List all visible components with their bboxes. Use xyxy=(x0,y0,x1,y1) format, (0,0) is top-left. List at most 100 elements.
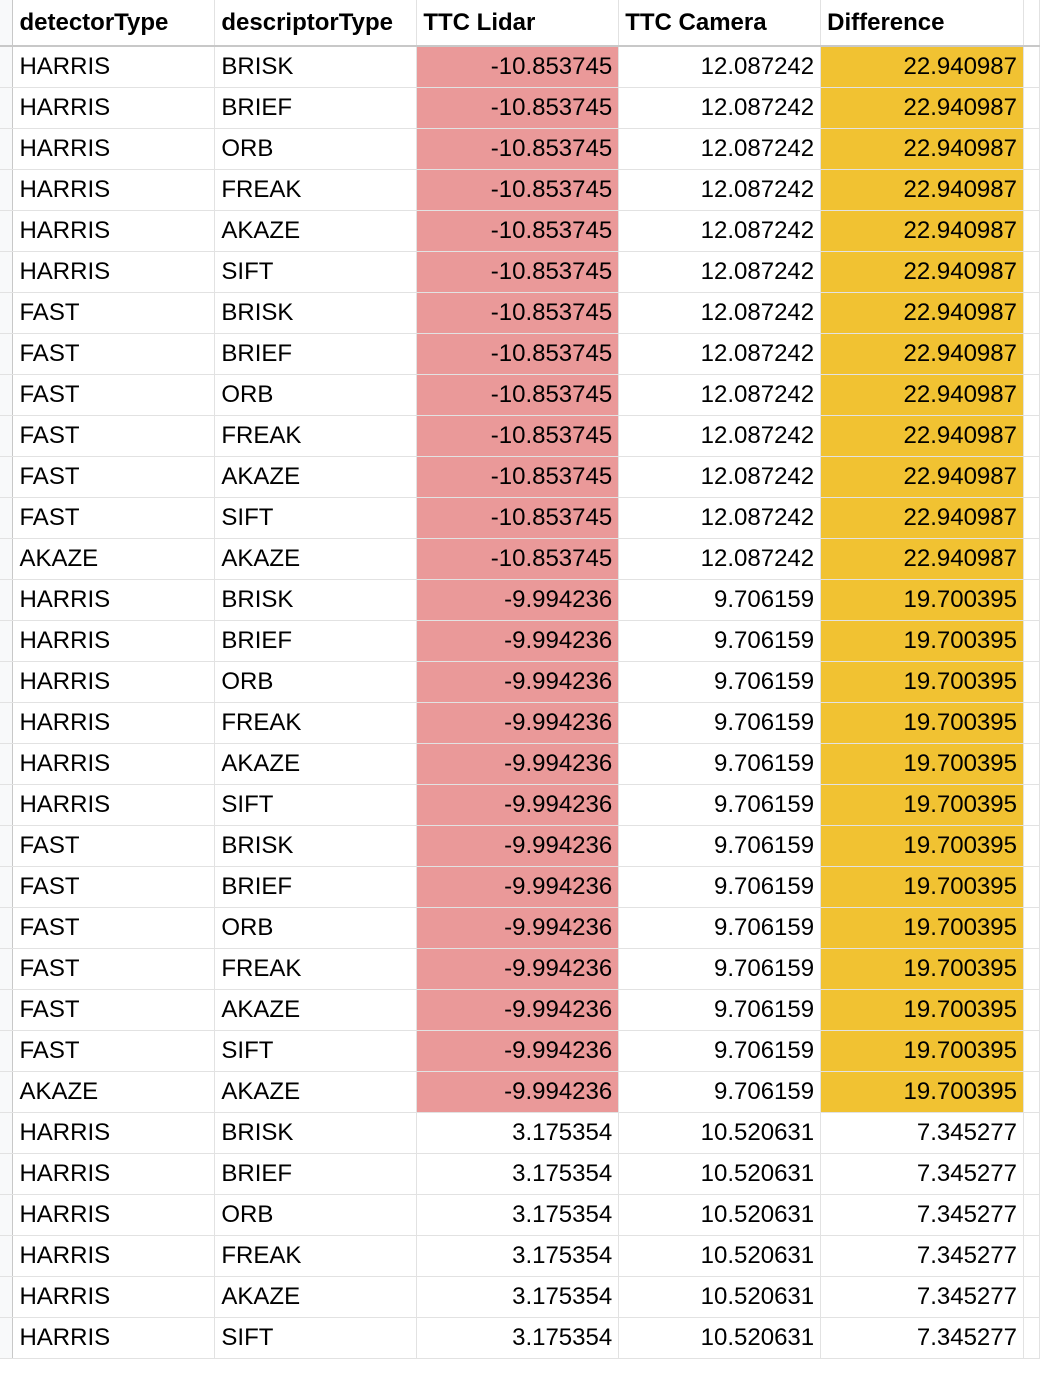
cell-ttc-camera[interactable]: 12.087242 xyxy=(618,456,822,498)
cell-difference[interactable]: 19.700395 xyxy=(820,1030,1024,1072)
cell-ttc-lidar[interactable]: -9.994236 xyxy=(416,579,620,621)
row-header-stub[interactable] xyxy=(0,866,14,908)
column-header-ttc-lidar[interactable]: TTC Lidar xyxy=(416,0,620,47)
cell-detector-type[interactable]: FAST xyxy=(12,1030,216,1072)
cell-ttc-lidar[interactable]: 3.175354 xyxy=(416,1194,620,1236)
row-header-stub[interactable] xyxy=(0,374,14,416)
empty-cell[interactable] xyxy=(1023,825,1040,867)
row-header-stub[interactable] xyxy=(0,87,14,129)
cell-ttc-lidar[interactable]: -9.994236 xyxy=(416,784,620,826)
cell-difference[interactable]: 19.700395 xyxy=(820,784,1024,826)
row-header-stub[interactable] xyxy=(0,989,14,1031)
cell-descriptor-type[interactable]: ORB xyxy=(214,661,418,703)
cell-descriptor-type[interactable]: ORB xyxy=(214,128,418,170)
cell-ttc-lidar[interactable]: -10.853745 xyxy=(416,169,620,211)
cell-detector-type[interactable]: FAST xyxy=(12,333,216,375)
row-header-stub[interactable] xyxy=(0,456,14,498)
cell-ttc-lidar[interactable]: 3.175354 xyxy=(416,1235,620,1277)
row-header-stub[interactable] xyxy=(0,169,14,211)
empty-cell[interactable] xyxy=(1023,1194,1040,1236)
row-header-stub[interactable] xyxy=(0,825,14,867)
cell-detector-type[interactable]: HARRIS xyxy=(12,1153,216,1195)
row-header-stub[interactable] xyxy=(0,907,14,949)
cell-difference[interactable]: 7.345277 xyxy=(820,1153,1024,1195)
cell-detector-type[interactable]: FAST xyxy=(12,456,216,498)
cell-detector-type[interactable]: FAST xyxy=(12,374,216,416)
empty-cell[interactable] xyxy=(1023,1153,1040,1195)
row-header-stub[interactable] xyxy=(0,1276,14,1318)
cell-difference[interactable]: 7.345277 xyxy=(820,1112,1024,1154)
cell-difference[interactable]: 19.700395 xyxy=(820,579,1024,621)
row-header-stub[interactable] xyxy=(0,1194,14,1236)
row-header-stub[interactable] xyxy=(0,0,14,47)
cell-ttc-camera[interactable]: 12.087242 xyxy=(618,46,822,88)
cell-ttc-camera[interactable]: 10.520631 xyxy=(618,1317,822,1359)
empty-cell[interactable] xyxy=(1023,169,1040,211)
cell-descriptor-type[interactable]: ORB xyxy=(214,374,418,416)
cell-descriptor-type[interactable]: AKAZE xyxy=(214,456,418,498)
cell-difference[interactable]: 7.345277 xyxy=(820,1235,1024,1277)
cell-ttc-lidar[interactable]: -9.994236 xyxy=(416,1071,620,1113)
cell-difference[interactable]: 19.700395 xyxy=(820,661,1024,703)
cell-ttc-camera[interactable]: 9.706159 xyxy=(618,1030,822,1072)
empty-cell[interactable] xyxy=(1023,251,1040,293)
cell-difference[interactable]: 19.700395 xyxy=(820,866,1024,908)
cell-detector-type[interactable]: HARRIS xyxy=(12,702,216,744)
row-header-stub[interactable] xyxy=(0,1317,14,1359)
cell-ttc-camera[interactable]: 12.087242 xyxy=(618,333,822,375)
cell-detector-type[interactable]: FAST xyxy=(12,907,216,949)
cell-ttc-lidar[interactable]: -9.994236 xyxy=(416,620,620,662)
cell-ttc-camera[interactable]: 9.706159 xyxy=(618,866,822,908)
cell-descriptor-type[interactable]: AKAZE xyxy=(214,989,418,1031)
cell-ttc-camera[interactable]: 9.706159 xyxy=(618,989,822,1031)
cell-detector-type[interactable]: HARRIS xyxy=(12,579,216,621)
empty-cell[interactable] xyxy=(1023,948,1040,990)
empty-cell[interactable] xyxy=(1023,292,1040,334)
cell-descriptor-type[interactable]: FREAK xyxy=(214,948,418,990)
cell-descriptor-type[interactable]: FREAK xyxy=(214,702,418,744)
row-header-stub[interactable] xyxy=(0,784,14,826)
cell-ttc-lidar[interactable]: -10.853745 xyxy=(416,374,620,416)
cell-difference[interactable]: 22.940987 xyxy=(820,456,1024,498)
cell-ttc-camera[interactable]: 9.706159 xyxy=(618,1071,822,1113)
row-header-stub[interactable] xyxy=(0,497,14,539)
empty-cell[interactable] xyxy=(1023,374,1040,416)
empty-cell[interactable] xyxy=(1023,128,1040,170)
column-header-ttc-camera[interactable]: TTC Camera xyxy=(618,0,822,47)
cell-descriptor-type[interactable]: BRIEF xyxy=(214,1153,418,1195)
cell-ttc-lidar[interactable]: -9.994236 xyxy=(416,866,620,908)
cell-detector-type[interactable]: HARRIS xyxy=(12,661,216,703)
cell-detector-type[interactable]: HARRIS xyxy=(12,46,216,88)
cell-detector-type[interactable]: HARRIS xyxy=(12,620,216,662)
empty-cell[interactable] xyxy=(1023,661,1040,703)
cell-ttc-camera[interactable]: 10.520631 xyxy=(618,1112,822,1154)
cell-ttc-lidar[interactable]: -9.994236 xyxy=(416,1030,620,1072)
empty-cell[interactable] xyxy=(1023,579,1040,621)
row-header-stub[interactable] xyxy=(0,415,14,457)
cell-difference[interactable]: 19.700395 xyxy=(820,907,1024,949)
cell-descriptor-type[interactable]: FREAK xyxy=(214,1235,418,1277)
empty-cell[interactable] xyxy=(1023,497,1040,539)
cell-ttc-camera[interactable]: 12.087242 xyxy=(618,292,822,334)
empty-cell[interactable] xyxy=(1023,784,1040,826)
empty-cell[interactable] xyxy=(1023,87,1040,129)
column-header-detector[interactable]: detectorType xyxy=(12,0,216,47)
cell-detector-type[interactable]: HARRIS xyxy=(12,251,216,293)
cell-detector-type[interactable]: HARRIS xyxy=(12,210,216,252)
empty-cell[interactable] xyxy=(1023,866,1040,908)
cell-descriptor-type[interactable]: BRIEF xyxy=(214,333,418,375)
cell-ttc-camera[interactable]: 9.706159 xyxy=(618,825,822,867)
cell-ttc-camera[interactable]: 12.087242 xyxy=(618,210,822,252)
cell-descriptor-type[interactable]: SIFT xyxy=(214,497,418,539)
cell-ttc-camera[interactable]: 9.706159 xyxy=(618,948,822,990)
cell-difference[interactable]: 19.700395 xyxy=(820,989,1024,1031)
cell-descriptor-type[interactable]: AKAZE xyxy=(214,743,418,785)
empty-cell[interactable] xyxy=(1023,1030,1040,1072)
empty-cell[interactable] xyxy=(1023,743,1040,785)
cell-ttc-camera[interactable]: 12.087242 xyxy=(618,415,822,457)
cell-detector-type[interactable]: FAST xyxy=(12,292,216,334)
cell-difference[interactable]: 22.940987 xyxy=(820,292,1024,334)
cell-ttc-camera[interactable]: 9.706159 xyxy=(618,620,822,662)
cell-detector-type[interactable]: HARRIS xyxy=(12,1235,216,1277)
cell-ttc-lidar[interactable]: -10.853745 xyxy=(416,292,620,334)
